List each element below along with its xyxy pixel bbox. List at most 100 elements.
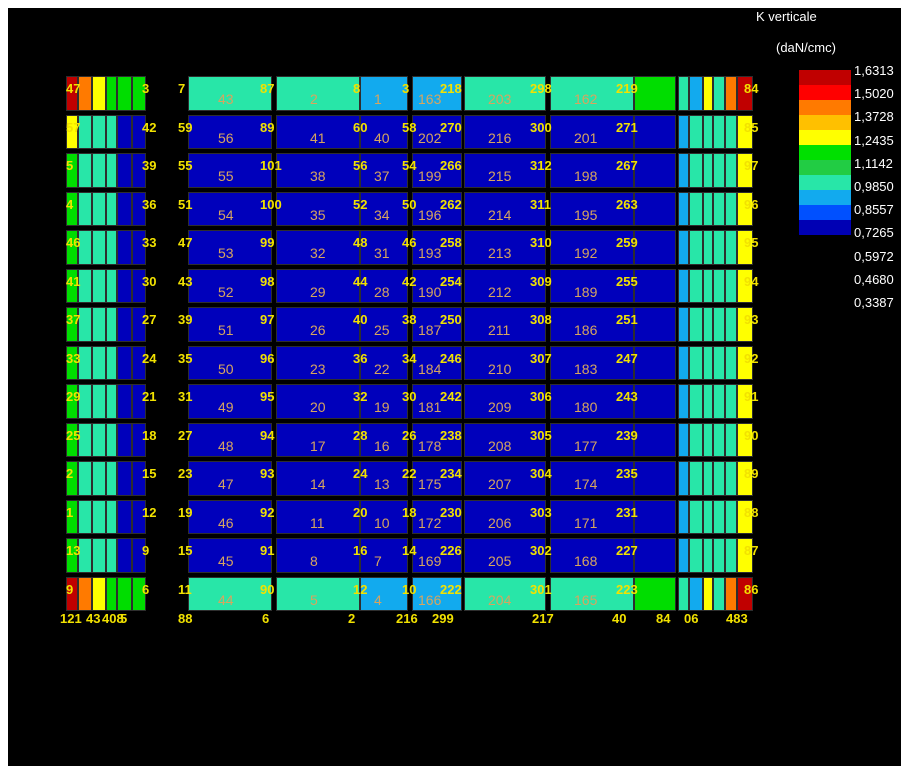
grid-cell[interactable] [725,345,737,380]
grid-cell[interactable] [550,538,634,573]
grid-cell[interactable] [703,422,713,457]
grid-cell[interactable] [689,538,703,573]
grid-cell[interactable] [725,499,737,534]
grid-cell[interactable] [92,191,106,226]
grid-cell[interactable] [689,499,703,534]
grid-cell[interactable] [713,345,725,380]
grid-cell[interactable] [276,422,360,457]
grid-cell[interactable] [703,153,713,188]
grid-cell[interactable] [725,384,737,419]
grid-cell[interactable] [276,230,360,265]
grid-cell[interactable] [713,461,725,496]
grid-cell[interactable] [188,461,272,496]
grid-cell[interactable] [276,114,360,149]
grid-cell[interactable] [106,384,117,419]
grid-cell[interactable] [78,538,92,573]
grid-cell[interactable] [66,576,78,611]
grid-cell[interactable] [117,345,132,380]
grid-cell[interactable] [678,384,689,419]
grid-cell[interactable] [725,153,737,188]
grid-cell[interactable] [117,230,132,265]
grid-cell[interactable] [66,76,78,111]
grid-cell[interactable] [276,461,360,496]
grid-cell[interactable] [360,499,408,534]
grid-cell[interactable] [66,422,78,457]
grid-cell[interactable] [550,384,634,419]
grid-cell[interactable] [117,268,132,303]
grid-cell[interactable] [737,114,753,149]
grid-cell[interactable] [713,230,725,265]
grid-cell[interactable] [725,576,737,611]
grid-cell[interactable] [737,307,753,342]
grid-cell[interactable] [689,422,703,457]
grid-cell[interactable] [713,191,725,226]
grid-cell[interactable] [106,76,117,111]
grid-cell[interactable] [132,230,146,265]
grid-cell[interactable] [634,384,676,419]
grid-cell[interactable] [188,191,272,226]
grid-cell[interactable] [106,307,117,342]
grid-cell[interactable] [678,191,689,226]
grid-cell[interactable] [737,268,753,303]
grid-cell[interactable] [106,114,117,149]
grid-cell[interactable] [725,191,737,226]
grid-cell[interactable] [678,538,689,573]
grid-cell[interactable] [92,345,106,380]
grid-cell[interactable] [412,191,462,226]
grid-cell[interactable] [132,307,146,342]
grid-cell[interactable] [106,345,117,380]
grid-cell[interactable] [464,461,546,496]
grid-cell[interactable] [634,230,676,265]
grid-cell[interactable] [464,191,546,226]
grid-cell[interactable] [117,499,132,534]
grid-cell[interactable] [550,230,634,265]
grid-cell[interactable] [412,538,462,573]
grid-cell[interactable] [78,576,92,611]
grid-cell[interactable] [132,76,146,111]
grid-cell[interactable] [737,576,753,611]
grid-cell[interactable] [464,153,546,188]
grid-cell[interactable] [737,153,753,188]
grid-cell[interactable] [188,384,272,419]
grid-cell[interactable] [92,307,106,342]
grid-cell[interactable] [713,268,725,303]
grid-cell[interactable] [78,345,92,380]
grid-cell[interactable] [188,499,272,534]
grid-cell[interactable] [689,230,703,265]
grid-cell[interactable] [464,114,546,149]
grid-cell[interactable] [117,307,132,342]
grid-cell[interactable] [725,461,737,496]
grid-cell[interactable] [78,230,92,265]
grid-cell[interactable] [276,153,360,188]
grid-cell[interactable] [412,268,462,303]
grid-cell[interactable] [360,384,408,419]
grid-cell[interactable] [412,230,462,265]
grid-cell[interactable] [703,268,713,303]
grid-cell[interactable] [689,345,703,380]
grid-cell[interactable] [550,499,634,534]
grid-cell[interactable] [713,422,725,457]
grid-cell[interactable] [703,230,713,265]
grid-cell[interactable] [689,191,703,226]
grid-cell[interactable] [106,422,117,457]
grid-cell[interactable] [78,499,92,534]
grid-cell[interactable] [117,191,132,226]
grid-cell[interactable] [78,384,92,419]
grid-cell[interactable] [360,461,408,496]
grid-cell[interactable] [464,76,546,111]
grid-cell[interactable] [360,153,408,188]
grid-cell[interactable] [117,576,132,611]
grid-cell[interactable] [713,499,725,534]
contour-canvas[interactable]: 47 3 7 43 87 2 8 1 3 163 218 203 298 162 219 84 57 42 59 56… [8,8,901,766]
grid-cell[interactable] [550,422,634,457]
grid-cell[interactable] [725,114,737,149]
grid-cell[interactable] [737,499,753,534]
grid-cell[interactable] [725,538,737,573]
grid-cell[interactable] [678,153,689,188]
grid-cell[interactable] [106,576,117,611]
grid-cell[interactable] [550,268,634,303]
grid-cell[interactable] [634,76,676,111]
grid-cell[interactable] [464,422,546,457]
grid-cell[interactable] [678,268,689,303]
grid-cell[interactable] [360,538,408,573]
